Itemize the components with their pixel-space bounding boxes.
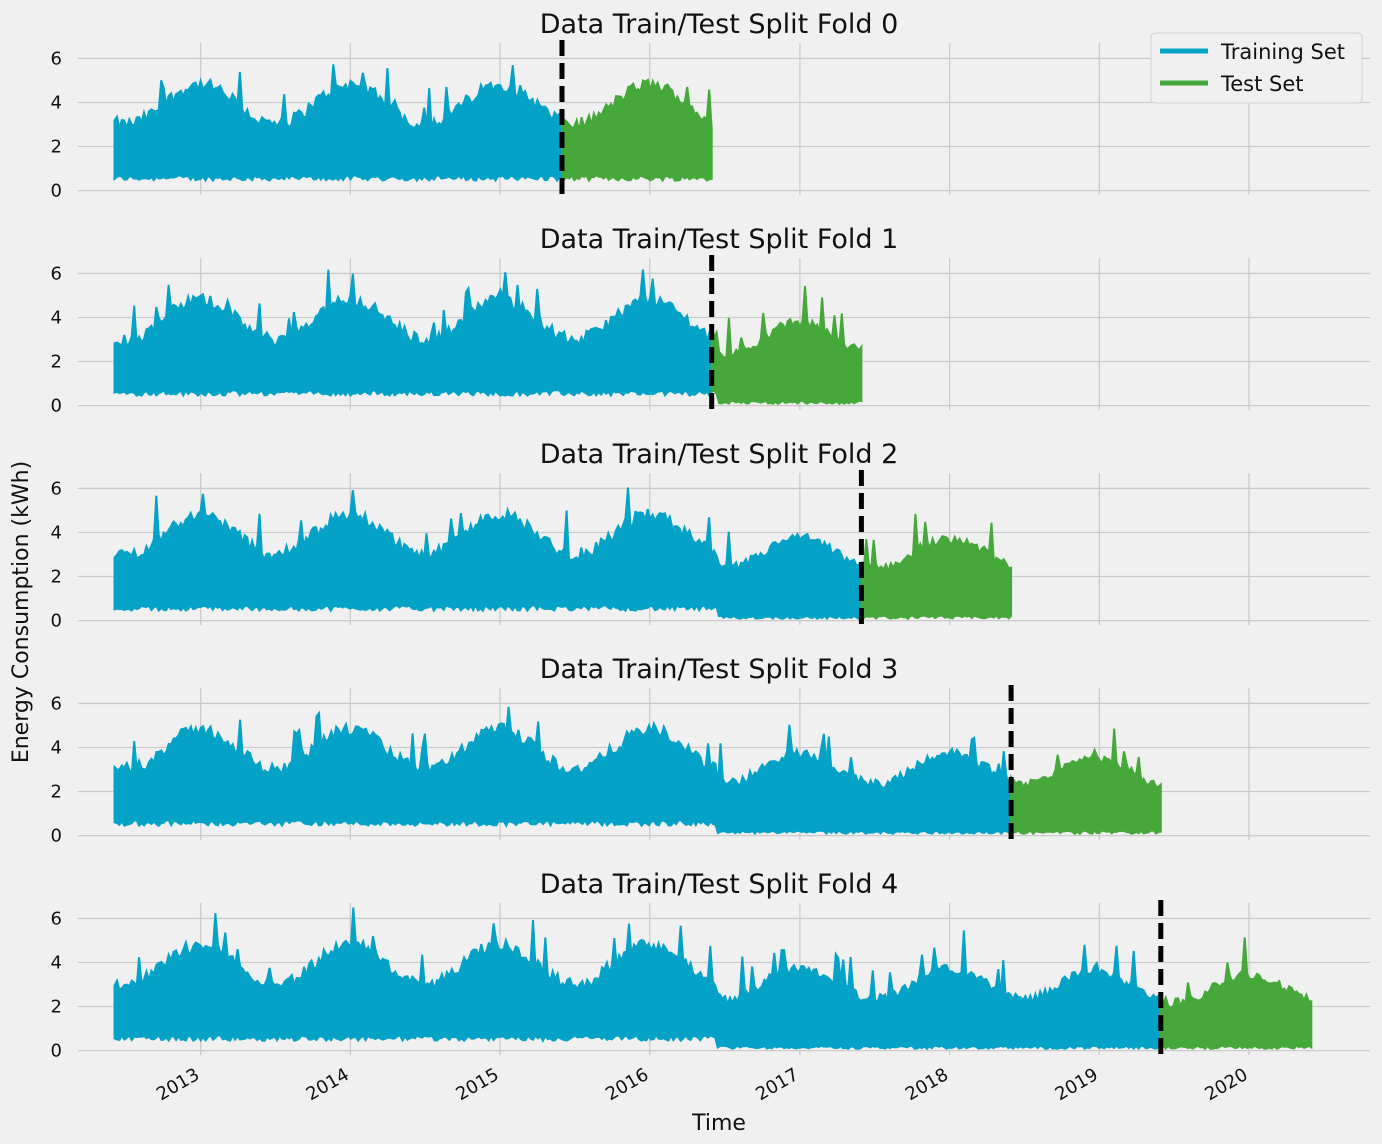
training-series (113, 907, 1162, 1051)
y-tick-label: 2 (51, 782, 62, 803)
fold-panels: 0 2 4 6 Data Train/Test Split Fold 0 0 2 4 6 Data… (51, 9, 1370, 1062)
fold-panel-2: 0 2 4 6 Data Train/Test Split Fold 2 (51, 439, 1370, 632)
fold-title: Data Train/Test Split Fold 1 (540, 224, 899, 255)
test-series (561, 78, 713, 183)
test-series (860, 513, 1013, 621)
x-tick-label: 2019 (1052, 1064, 1102, 1105)
legend-training-label: Training Set (1220, 40, 1345, 64)
x-tick-label: 2020 (1201, 1064, 1251, 1105)
y-tick-label: 0 (51, 611, 62, 632)
y-tick-label: 0 (51, 1041, 62, 1062)
y-tick-label: 4 (51, 522, 62, 543)
fold-title: Data Train/Test Split Fold 3 (540, 654, 899, 685)
y-tick-label: 2 (51, 567, 62, 588)
y-tick-label: 4 (51, 952, 62, 973)
test-series (1010, 728, 1162, 836)
fold-title: Data Train/Test Split Fold 2 (540, 439, 899, 470)
y-tick-label: 2 (51, 997, 62, 1018)
fold-title: Data Train/Test Split Fold 0 (540, 9, 899, 40)
x-axis-label: Time (691, 1111, 746, 1136)
y-tick-label: 0 (51, 826, 62, 847)
fold-panel-0: 0 2 4 6 Data Train/Test Split Fold 0 (51, 9, 1370, 202)
x-tick-label: 2016 (602, 1064, 652, 1105)
x-tick-label: 2014 (303, 1064, 353, 1105)
training-series (113, 706, 1013, 836)
x-tick-label: 2015 (452, 1064, 502, 1105)
test-series (1159, 937, 1313, 1051)
y-tick-label: 2 (51, 137, 62, 158)
x-tick-label: 2017 (752, 1064, 802, 1105)
training-series (113, 269, 713, 398)
y-tick-label: 2 (51, 352, 62, 373)
y-tick-label: 6 (51, 693, 62, 714)
fold-panel-1: 0 2 4 6 Data Train/Test Split Fold 1 (51, 224, 1370, 417)
training-series (113, 487, 863, 621)
y-tick-label: 6 (51, 48, 62, 69)
fold-panel-4: 0 2 4 6 Data Train/Test Split Fold 4 (51, 869, 1370, 1062)
legend-test-label: Test Set (1220, 72, 1304, 96)
y-tick-label: 6 (51, 908, 62, 929)
y-axis-label: Energy Consumption (kWh) (9, 461, 34, 763)
x-tick-label: 2013 (153, 1064, 203, 1105)
x-tick-label: 2018 (902, 1064, 952, 1105)
x-axis-ticks: 2013 2014 2015 2016 2017 2018 2019 2020 (153, 1064, 1252, 1105)
legend: Training Set Test Set (1150, 32, 1363, 104)
y-tick-label: 6 (51, 263, 62, 284)
y-tick-label: 4 (51, 307, 62, 328)
y-tick-label: 6 (51, 478, 62, 499)
y-tick-label: 4 (51, 737, 62, 758)
y-tick-label: 0 (51, 396, 62, 417)
y-tick-label: 0 (51, 181, 62, 202)
y-tick-label: 4 (51, 92, 62, 113)
fold-panel-3: 0 2 4 6 Data Train/Test Split Fold 3 (51, 654, 1370, 847)
training-series (113, 64, 563, 183)
fold-title: Data Train/Test Split Fold 4 (540, 869, 899, 900)
test-series (710, 286, 863, 406)
